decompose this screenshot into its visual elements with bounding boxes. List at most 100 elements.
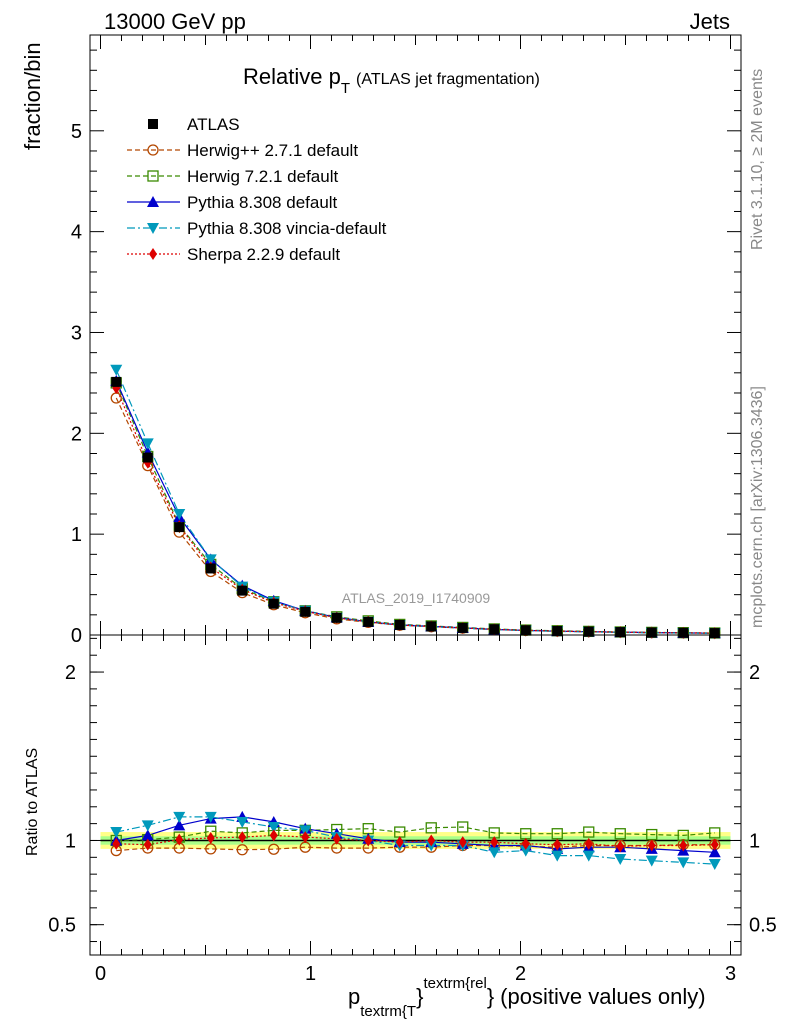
ratio-point-pythia-8-308-vincia-default xyxy=(236,816,249,828)
ratio-point-sherpa-2-2-9-default xyxy=(112,837,121,850)
legend-label-pythia-8-308-vincia-default: Pythia 8.308 vincia-default xyxy=(187,219,387,238)
main-point-atlas xyxy=(174,522,185,533)
ratio-frame xyxy=(89,634,742,956)
ratio-point-sherpa-2-2-9-default xyxy=(269,829,278,842)
rivet-label: Rivet 3.1.10, ≥ 2M events xyxy=(749,69,766,250)
ratio-point-pythia-8-308-vincia-default xyxy=(267,822,280,833)
ratio-point-sherpa-2-2-9-default xyxy=(427,834,436,847)
main-point-atlas xyxy=(583,626,594,637)
legend-label-herwig-7-2-1-default: Herwig 7.2.1 default xyxy=(187,167,338,186)
ratio-point-pythia-8-308-default xyxy=(141,829,154,841)
ratio-point-sherpa-2-2-9-default xyxy=(553,838,562,851)
ratio-point-sherpa-2-2-9-default xyxy=(395,836,404,849)
main-point-atlas xyxy=(489,624,500,635)
main-point-atlas xyxy=(426,621,437,632)
ratio-point-herwig-7-2-1-default xyxy=(457,821,469,833)
legend: ATLAS Herwig++ 2.7.1 default Herwig 7.2.1 … xyxy=(127,115,387,264)
legend-label-herwig-2-7-1-default: Herwig++ 2.7.1 default xyxy=(187,141,358,160)
main-point-atlas xyxy=(142,452,153,463)
ratio-point-pythia-8-308-vincia-default xyxy=(519,845,532,857)
x-tick-label: 2 xyxy=(515,963,526,985)
ratio-ytick-label-right: 1 xyxy=(749,830,760,852)
main-ytick-label: 4 xyxy=(71,222,82,244)
ratio-point-pythia-8-308-vincia-default xyxy=(110,827,123,839)
ratio-point-sherpa-2-2-9-default xyxy=(584,837,593,850)
xlabel-sup: textrm{rel xyxy=(423,975,486,992)
main-point-atlas xyxy=(237,585,248,596)
main-point-atlas xyxy=(268,598,279,609)
main-point-atlas xyxy=(646,627,657,638)
main-point-atlas xyxy=(457,622,468,633)
x-tick-labels: 0 1 2 3 xyxy=(95,963,736,985)
ratio-point-herwig-7-2-1-default xyxy=(709,827,721,839)
main-ytick-label: 5 xyxy=(71,121,82,143)
main-ticks: 0 1 2 3 4 5 xyxy=(71,35,741,647)
main-line-herwig-2-7-1-default xyxy=(115,397,715,634)
xlabel-sub: textrm{T xyxy=(360,1003,416,1020)
ratio-point-sherpa-2-2-9-default xyxy=(521,837,530,850)
legend-marker-herwig-2-7-1-default xyxy=(147,144,159,156)
ratio-point-herwig-7-2-1-default xyxy=(614,828,626,840)
xlabel-brace2: } xyxy=(487,984,494,1009)
ratio-ytick-label-right: 2 xyxy=(749,662,760,684)
main-point-pythia-8-308-vincia-default xyxy=(204,554,217,566)
x-axis-label: ptextrm{T}textrm{rel} (positive values on… xyxy=(348,975,706,1020)
analysis-watermark: ATLAS_2019_I1740909 xyxy=(342,590,491,606)
xlabel-rest: (positive values only) xyxy=(500,984,705,1009)
legend-marker-atlas xyxy=(148,119,158,129)
ratio-point-sherpa-2-2-9-default xyxy=(710,838,719,851)
ratio-line-sherpa-2-2-9-default xyxy=(116,834,715,848)
main-point-atlas xyxy=(363,616,374,627)
legend-label-atlas: ATLAS xyxy=(187,115,240,134)
ratio-point-pythia-8-308-vincia-default xyxy=(677,857,690,869)
ratio-point-sherpa-2-2-9-default xyxy=(647,839,656,852)
main-ytick-label: 0 xyxy=(71,625,82,647)
x-tick-label: 1 xyxy=(305,963,316,985)
ratio-point-herwig-7-2-1-default xyxy=(583,826,595,838)
x-tick-label: 3 xyxy=(725,963,736,985)
chart-title: Relative pT (ATLAS jet fragmentation) xyxy=(243,64,540,97)
ratio-series-lines xyxy=(100,816,731,865)
main-ytick-label: 2 xyxy=(71,423,82,445)
ratio-ticks: 0.5 0.5 1 1 2 2 xyxy=(48,635,777,955)
ratio-ytick-label: 2 xyxy=(65,662,76,684)
mcplots-label: mcplots.cern.ch [arXiv:1306.3436] xyxy=(749,386,766,628)
ratio-point-pythia-8-308-vincia-default xyxy=(173,811,186,823)
ratio-point-sherpa-2-2-9-default xyxy=(238,831,247,844)
main-point-atlas xyxy=(394,619,405,630)
legend-label-pythia-8-308-default: Pythia 8.308 default xyxy=(187,193,338,212)
header-left: 13000 GeV pp xyxy=(104,9,246,34)
chart-title-sub: T xyxy=(341,80,350,97)
main-point-atlas xyxy=(709,628,720,639)
ratio-ytick-label: 0.5 xyxy=(48,915,76,937)
ratio-point-sherpa-2-2-9-default xyxy=(490,836,499,849)
ratio-point-sherpa-2-2-9-default xyxy=(679,839,688,852)
ratio-series-markers xyxy=(110,810,721,871)
ratio-point-pythia-8-308-vincia-default xyxy=(141,820,154,832)
legend-label-sherpa-2-2-9-default: Sherpa 2.2.9 default xyxy=(187,245,340,264)
main-point-atlas xyxy=(300,606,311,617)
main-point-pythia-8-308-vincia-default xyxy=(141,438,154,450)
legend-marker-herwig-7-2-1-default xyxy=(147,170,159,182)
ratio-point-pythia-8-308-vincia-default xyxy=(708,859,721,871)
ratio-point-sherpa-2-2-9-default xyxy=(332,832,341,845)
x-tick-label: 0 xyxy=(95,963,106,985)
ratio-point-herwig-2-7-1-default xyxy=(268,843,280,855)
ratio-point-sherpa-2-2-9-default xyxy=(616,840,625,853)
ratio-point-sherpa-2-2-9-default xyxy=(143,838,152,851)
ratio-ytick-label: 1 xyxy=(65,830,76,852)
ratio-point-sherpa-2-2-9-default xyxy=(364,834,373,847)
main-point-atlas xyxy=(615,627,626,638)
ratio-point-herwig-2-7-1-default xyxy=(236,844,248,856)
main-ylabel: fraction/bin xyxy=(20,42,45,150)
ratio-point-sherpa-2-2-9-default xyxy=(301,831,310,844)
legend-marker-sherpa-2-2-9-default xyxy=(149,248,157,260)
ratio-point-sherpa-2-2-9-default xyxy=(206,831,215,844)
main-point-atlas xyxy=(331,612,342,623)
main-point-pythia-8-308-vincia-default xyxy=(110,364,123,376)
main-panel: 0 1 2 3 4 5 xyxy=(71,34,742,647)
ratio-point-pythia-8-308-vincia-default xyxy=(299,825,312,837)
main-point-pythia-8-308-vincia-default xyxy=(173,508,186,520)
xlabel-main: p xyxy=(348,984,360,1009)
